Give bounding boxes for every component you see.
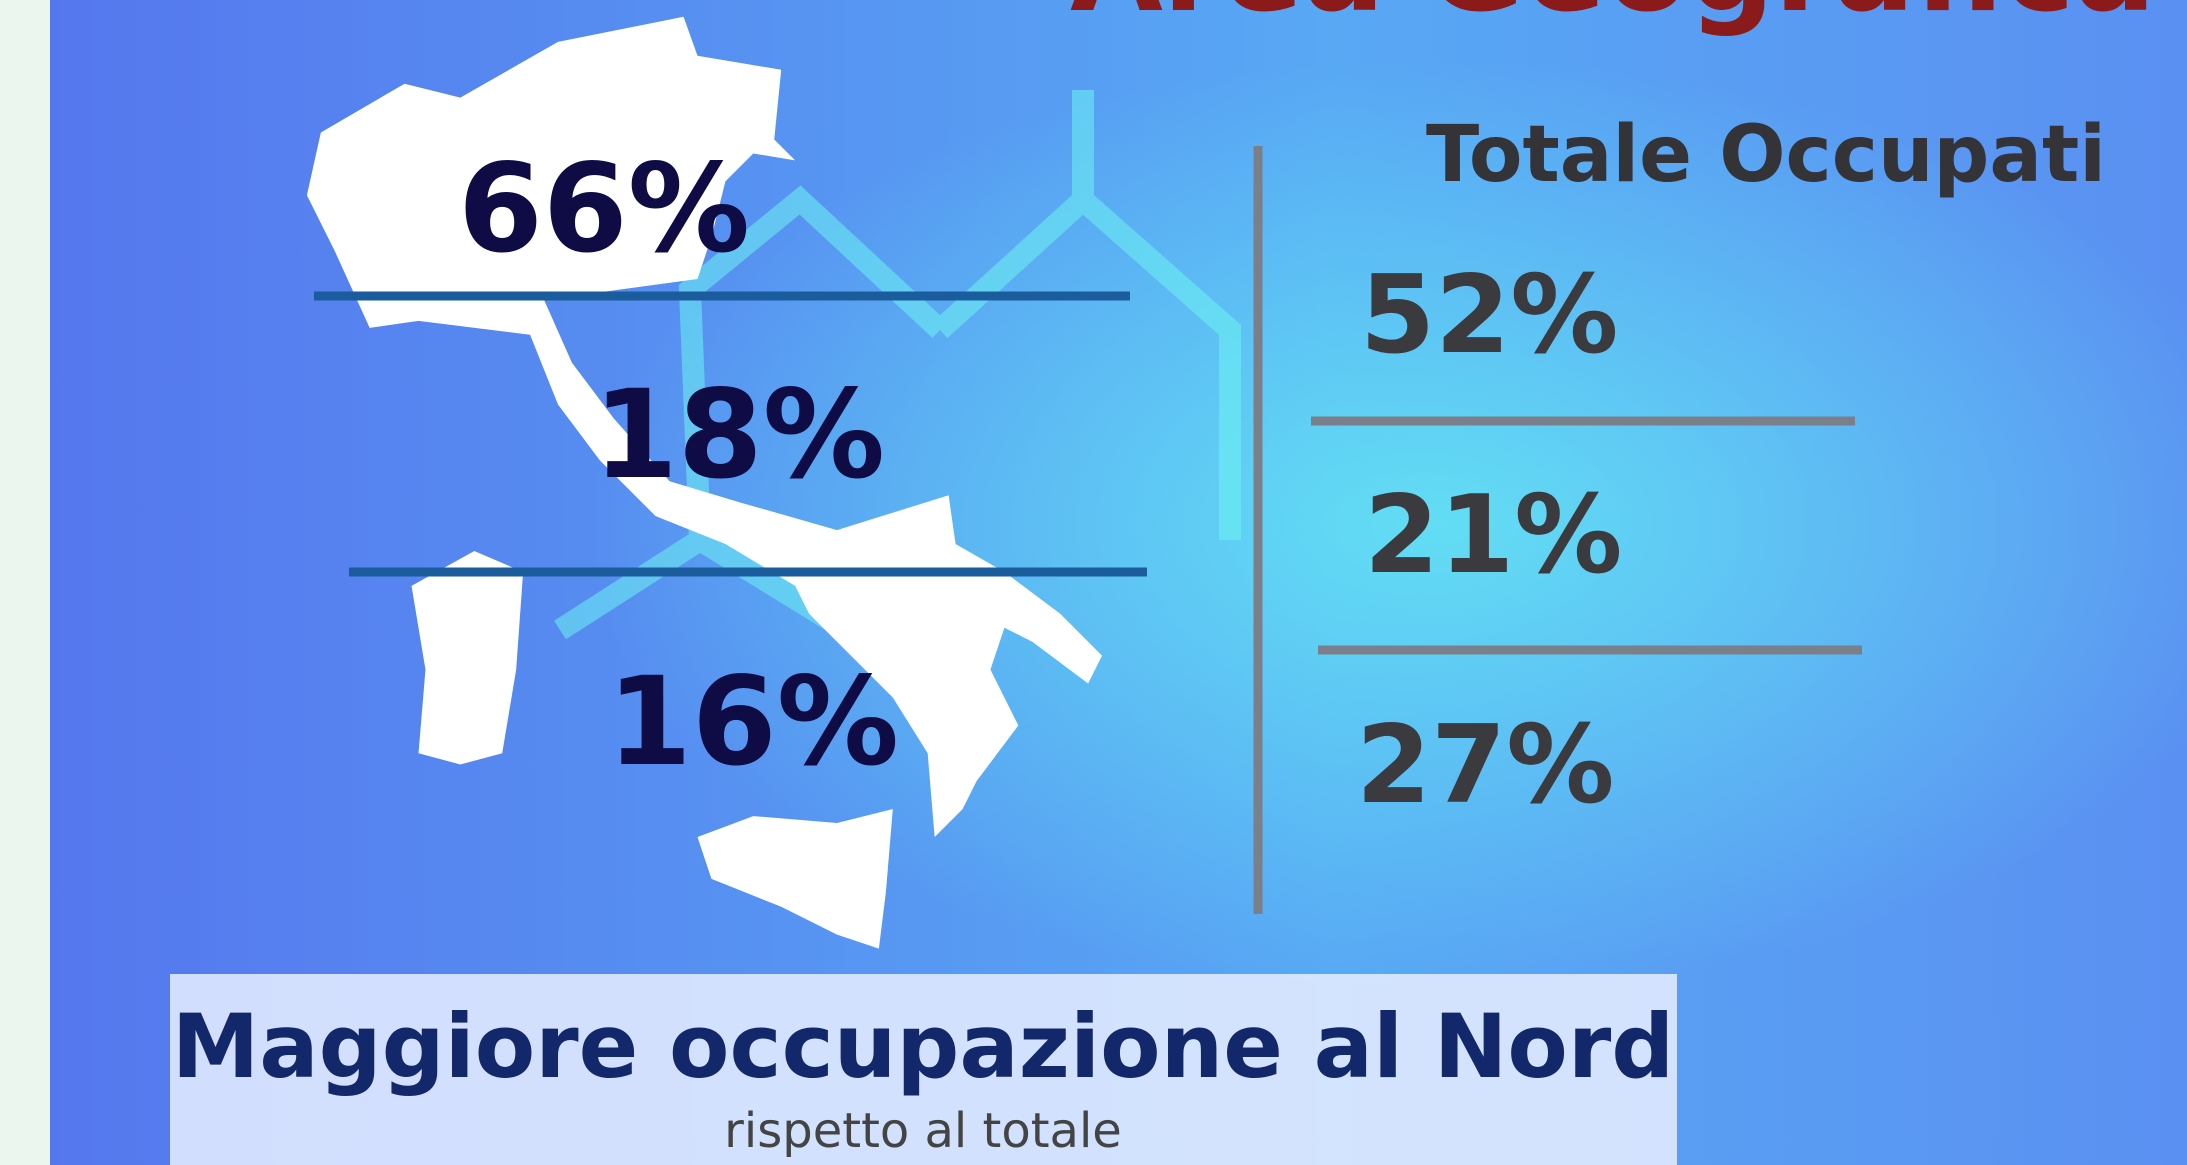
italy-map (306, 16, 1103, 949)
caption-box (170, 974, 1677, 1165)
total-heading: Totale Occupati (1426, 110, 2106, 200)
page-title: Area Geografica (1070, 0, 2156, 39)
total-south: 27% (1356, 703, 1615, 828)
total-north: 52% (1360, 253, 1619, 378)
south-share: 16% (607, 651, 899, 793)
north-share: 66% (458, 138, 750, 280)
caption-subtitle: rispetto al totale (724, 1103, 1122, 1159)
center-share: 18% (593, 364, 885, 506)
caption-title: Maggiore occupazione al Nord (172, 995, 1675, 1098)
total-center: 21% (1364, 473, 1623, 598)
molecule-decoration (554, 90, 1241, 640)
